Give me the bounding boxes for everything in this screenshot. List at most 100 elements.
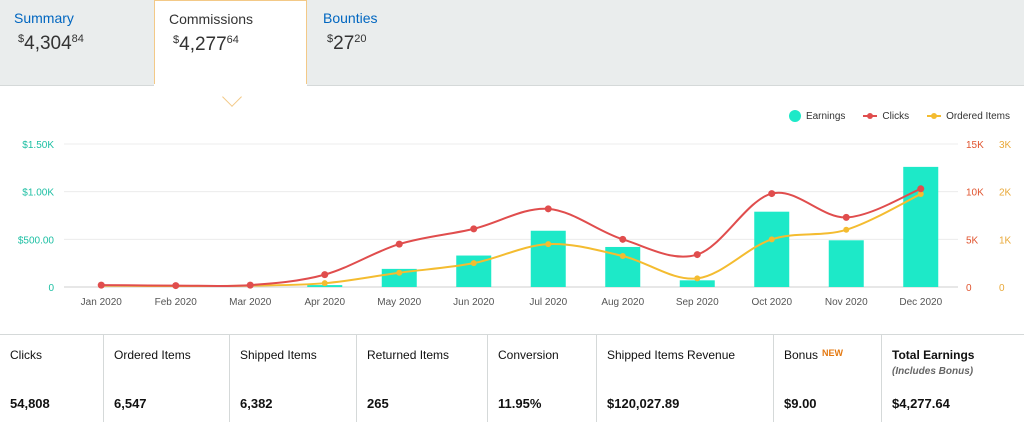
clicks-point bbox=[842, 213, 850, 221]
metric-ordered-items-value: 6,547 bbox=[114, 396, 147, 411]
metric-returned-items: Returned Items 265 bbox=[357, 335, 488, 422]
clicks-point bbox=[470, 225, 478, 233]
ordered-items-point bbox=[321, 280, 328, 287]
earnings-bar bbox=[679, 280, 715, 287]
tab-bounties[interactable]: Bounties $2720 bbox=[309, 0, 449, 86]
right-axis-ordered-tick: 3K bbox=[999, 140, 1012, 151]
legend-clicks-swatch bbox=[863, 113, 878, 119]
ordered-items-point bbox=[694, 275, 701, 282]
metric-total-earnings-label: Total Earnings bbox=[892, 348, 975, 362]
clicks-point bbox=[544, 205, 552, 213]
right-axis-clicks-tick: 0 bbox=[966, 283, 972, 294]
ordered-items-point bbox=[470, 260, 477, 267]
chart-canvas: 0 0 0 $500.00 5K 1K $1.00K 10K 2K $1.50K 15K 3K Jan … bbox=[18, 140, 1012, 308]
metric-shipped-items-revenue-value: $120,027.89 bbox=[607, 396, 680, 411]
x-axis-tick: Jul 2020 bbox=[529, 297, 567, 308]
report-tab-strip: Summary $4,30484 Commissions $4,27764 Bo… bbox=[0, 0, 1024, 91]
ordered-items-point bbox=[843, 226, 850, 233]
earnings-chart: 0 0 0 $500.00 5K 1K $1.00K 10K 2K $1.50K 15K 3K Jan … bbox=[0, 86, 1024, 334]
metric-total-earnings: Total Earnings (Includes Bonus) $4,277.6… bbox=[882, 335, 1024, 422]
clicks-point bbox=[246, 281, 254, 289]
legend-earnings-label: Earnings bbox=[805, 110, 846, 122]
x-axis-tick: Mar 2020 bbox=[229, 297, 272, 308]
x-axis-tick: Dec 2020 bbox=[899, 297, 942, 308]
clicks-line bbox=[101, 187, 922, 288]
x-axis-tick: Sep 2020 bbox=[676, 297, 719, 308]
legend-clicks[interactable]: Clicks bbox=[863, 110, 909, 122]
tab-commissions-label: Commissions bbox=[169, 11, 254, 27]
clicks-point bbox=[321, 271, 329, 279]
clicks-point bbox=[97, 281, 105, 289]
x-axis-tick: Oct 2020 bbox=[751, 297, 792, 308]
metric-conversion-value: 11.95% bbox=[498, 396, 542, 411]
earnings-bar bbox=[828, 240, 864, 287]
left-axis-tick: 0 bbox=[48, 283, 54, 294]
metric-shipped-items-value: 6,382 bbox=[240, 396, 273, 411]
tab-bounties-label: Bounties bbox=[323, 10, 378, 26]
clicks-point bbox=[693, 251, 701, 259]
metric-clicks-value: 54,808 bbox=[10, 396, 50, 411]
x-axis-tick: Jan 2020 bbox=[81, 297, 123, 308]
tab-summary-label: Summary bbox=[14, 10, 74, 26]
left-axis-tick: $1.50K bbox=[22, 140, 54, 151]
earnings-bar bbox=[903, 166, 939, 287]
metric-total-earnings-sublabel: (Includes Bonus) bbox=[892, 366, 974, 377]
metric-bonus: Bonus NEW $9.00 bbox=[774, 335, 882, 422]
x-axis-tick: Aug 2020 bbox=[601, 297, 644, 308]
x-axis-tick: Jun 2020 bbox=[453, 297, 495, 308]
x-axis-tick: Apr 2020 bbox=[304, 297, 345, 308]
ordered-items-point bbox=[545, 241, 552, 248]
clicks-point bbox=[917, 185, 925, 193]
legend-ordered-items-label: Ordered Items bbox=[946, 110, 1010, 122]
metric-conversion: Conversion 11.95% bbox=[488, 335, 597, 422]
right-axis-ordered-tick: 0 bbox=[999, 283, 1005, 294]
metric-returned-items-value: 265 bbox=[367, 396, 389, 411]
legend-earnings-swatch bbox=[788, 110, 801, 122]
legend-ordered-items-swatch bbox=[927, 113, 942, 119]
metrics-row: Clicks 54,808 Ordered Items 6,547 Shippe… bbox=[0, 334, 1024, 422]
right-axis-ordered-tick: 1K bbox=[999, 235, 1012, 246]
clicks-point bbox=[619, 235, 627, 243]
legend-clicks-label: Clicks bbox=[882, 110, 910, 122]
tab-bounties-amount: $2720 bbox=[327, 33, 367, 54]
metric-total-earnings-value: $4,277.64 bbox=[892, 396, 950, 411]
clicks-point bbox=[172, 282, 180, 290]
right-axis-ordered-tick: 2K bbox=[999, 188, 1012, 199]
legend-earnings[interactable]: Earnings bbox=[788, 110, 846, 122]
ordered-items-point bbox=[396, 269, 403, 276]
tab-commissions[interactable]: Commissions $4,27764 bbox=[154, 0, 307, 91]
left-axis-tick: $1.00K bbox=[22, 188, 54, 199]
tab-summary-amount: $4,30484 bbox=[18, 33, 84, 54]
clicks-point bbox=[768, 190, 776, 198]
right-axis-clicks-tick: 15K bbox=[966, 140, 984, 151]
x-axis-tick: Nov 2020 bbox=[825, 297, 868, 308]
left-axis-tick: $500.00 bbox=[18, 235, 55, 246]
metric-clicks: Clicks 54,808 bbox=[0, 335, 104, 422]
ordered-items-point bbox=[619, 253, 626, 260]
metric-bonus-value: $9.00 bbox=[784, 396, 817, 411]
metric-returned-items-label: Returned Items bbox=[367, 348, 450, 362]
chart-legend: Earnings Clicks Ordered Items bbox=[788, 110, 1010, 122]
metric-shipped-items-label: Shipped Items bbox=[240, 348, 317, 362]
clicks-point bbox=[395, 240, 403, 248]
new-badge: NEW bbox=[822, 348, 844, 358]
right-axis-clicks-tick: 5K bbox=[966, 235, 979, 246]
metric-bonus-label: Bonus NEW bbox=[784, 348, 844, 362]
metric-ordered-items-label: Ordered Items bbox=[114, 348, 191, 362]
ordered-items-point bbox=[768, 236, 775, 243]
metric-conversion-label: Conversion bbox=[498, 348, 559, 362]
metric-shipped-items: Shipped Items 6,382 bbox=[230, 335, 357, 422]
tab-summary[interactable]: Summary $4,30484 bbox=[0, 0, 154, 86]
x-axis-tick: Feb 2020 bbox=[155, 297, 198, 308]
metric-ordered-items: Ordered Items 6,547 bbox=[104, 335, 230, 422]
earnings-bar bbox=[530, 230, 566, 287]
ordered-items-line bbox=[101, 193, 922, 288]
legend-ordered-items[interactable]: Ordered Items bbox=[927, 110, 1010, 122]
ordered-items-point bbox=[917, 191, 924, 198]
right-axis-clicks-tick: 10K bbox=[966, 188, 984, 199]
tab-commissions-amount: $4,27764 bbox=[173, 34, 239, 55]
metric-shipped-items-revenue: Shipped Items Revenue $120,027.89 bbox=[597, 335, 774, 422]
metric-shipped-items-revenue-label: Shipped Items Revenue bbox=[607, 348, 736, 362]
x-axis-tick: May 2020 bbox=[377, 297, 421, 308]
earnings-bar bbox=[754, 211, 790, 287]
